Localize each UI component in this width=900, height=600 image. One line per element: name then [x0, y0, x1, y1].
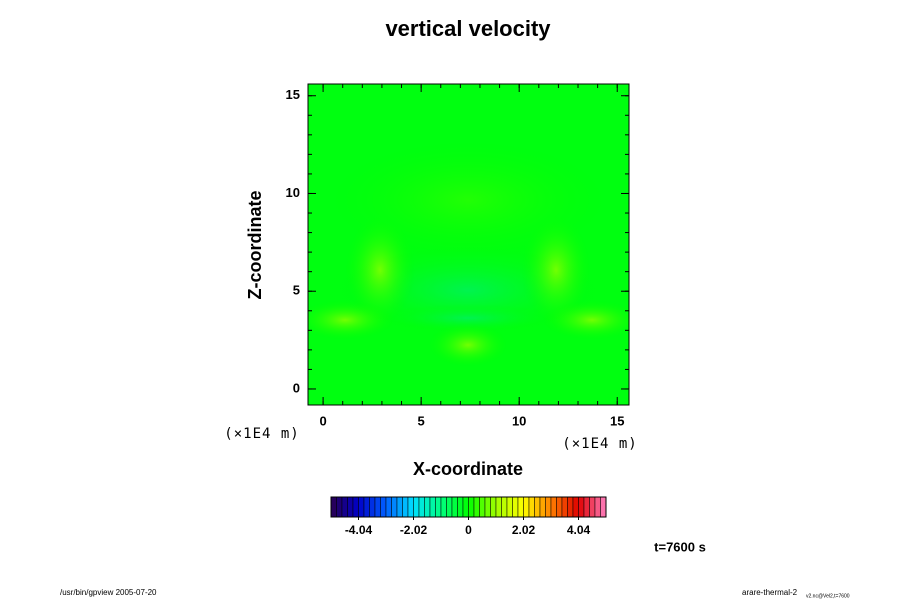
colorbar-tick-label: 0 [465, 523, 472, 537]
chart-title: vertical velocity [385, 16, 551, 41]
colorbar-band [539, 496, 546, 518]
colorbar-band [363, 496, 370, 518]
colorbar-band [583, 496, 590, 518]
colorbar-band [600, 496, 607, 518]
colorbar-band [484, 496, 491, 518]
colorbar-tick-label: -2.02 [400, 523, 428, 537]
colorbar-band [589, 496, 596, 518]
x-tick-label: 10 [512, 413, 526, 428]
colorbar-band [462, 496, 469, 518]
colorbar-band [561, 496, 568, 518]
y-tick-label: 5 [293, 283, 300, 298]
colorbar-tick-label: -4.04 [345, 523, 373, 537]
colorbar-band [556, 496, 563, 518]
colorbar-band [545, 496, 552, 518]
colorbar-band [501, 496, 508, 518]
colorbar-band [336, 496, 343, 518]
y-tick-label: 15 [286, 87, 300, 102]
footer: /usr/bin/gpview 2005-07-20 [60, 588, 157, 597]
colorbar-band [468, 496, 475, 518]
colorbar-band [374, 496, 381, 518]
colorbar-band [490, 496, 497, 518]
colorbar-band [578, 496, 585, 518]
colorbar-band [446, 496, 453, 518]
colorbar-band [572, 496, 579, 518]
colorbar-band [330, 496, 337, 518]
colorbar-band [402, 496, 409, 518]
colorbar-band [534, 496, 541, 518]
colorbar-band [440, 496, 447, 518]
field [308, 84, 629, 405]
colorbar-band [567, 496, 574, 518]
colorbar-band [347, 496, 354, 518]
colorbar-band [380, 496, 387, 518]
y-axis-label: Z-coordinate [245, 190, 265, 299]
footer: arare-thermal-2 [742, 588, 798, 597]
x-axis-label: X-coordinate [413, 459, 523, 479]
colorbar-band [457, 496, 464, 518]
colorbar-band [594, 496, 601, 518]
colorbar-band [528, 496, 535, 518]
colorbar-band [479, 496, 486, 518]
x-tick-label: 15 [610, 413, 624, 428]
colorbar-tick-label: 2.02 [512, 523, 536, 537]
x-unit: (×1E4 m) [562, 436, 637, 452]
x-tick-label: 0 [319, 413, 326, 428]
colorbar-band [429, 496, 436, 518]
colorbar-band [451, 496, 458, 518]
colorbar-band [473, 496, 480, 518]
colorbar-band [352, 496, 359, 518]
colorbar-band [407, 496, 414, 518]
footer-sub: v2.nc@Vel2,t=7600 [806, 593, 850, 599]
colorbar-band [506, 496, 513, 518]
colorbar-band [341, 496, 348, 518]
colorbar-band [435, 496, 442, 518]
y-tick-label: 0 [293, 380, 300, 395]
colorbar-band [413, 496, 420, 518]
colorbar-band [391, 496, 398, 518]
colorbar-band [495, 496, 502, 518]
colorbar-band [385, 496, 392, 518]
y-tick-label: 10 [286, 185, 300, 200]
colorbar-band [369, 496, 376, 518]
colorbar-band [424, 496, 431, 518]
colorbar-band [517, 496, 524, 518]
plot-frame [307, 83, 630, 406]
colorbar-band [358, 496, 365, 518]
colorbar-tick-label: 4.04 [567, 523, 591, 537]
colorbar-band [512, 496, 519, 518]
colorbar-band [418, 496, 425, 518]
time-label: t=7600 s [654, 539, 706, 554]
colorbar-band [396, 496, 403, 518]
colorbar-band [523, 496, 530, 518]
colorbar-band [550, 496, 557, 518]
x-unit: (×1E4 m) [224, 426, 299, 442]
x-tick-label: 5 [418, 413, 425, 428]
